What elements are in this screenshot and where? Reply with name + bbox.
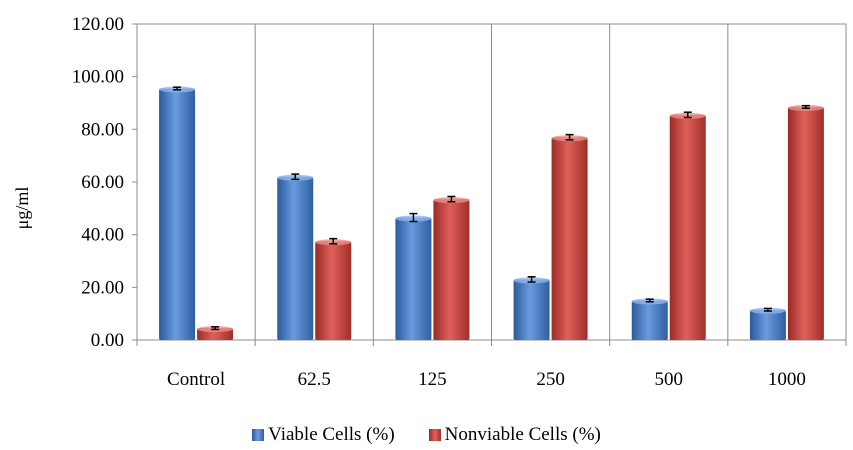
y-tick-label: 100.00 xyxy=(72,67,124,88)
y-tick-label: 0.00 xyxy=(91,330,124,351)
bar-nonviable xyxy=(670,115,706,340)
legend-item-viable: Viable Cells (%) xyxy=(252,424,395,446)
y-tick-label: 120.00 xyxy=(72,14,124,35)
bar-nonviable xyxy=(315,241,351,340)
x-tick-label: 500 xyxy=(655,369,684,390)
legend-swatch-viable xyxy=(252,429,264,441)
bar-viable xyxy=(514,279,550,340)
x-tick-label: 250 xyxy=(536,369,565,390)
plot-frame xyxy=(137,24,846,340)
bar-viable xyxy=(632,301,668,341)
bar-nonviable xyxy=(433,199,469,340)
bar-viable xyxy=(750,310,786,340)
y-tick-label: 40.00 xyxy=(81,225,124,246)
y-axis-title: μg/ml xyxy=(12,187,32,230)
bar-viable xyxy=(159,89,195,340)
x-tick-label: 1000 xyxy=(768,369,806,390)
y-tick-label: 20.00 xyxy=(81,277,124,298)
x-tick-label: Control xyxy=(167,369,225,390)
y-tick-label: 80.00 xyxy=(81,119,124,140)
x-tick-label: 125 xyxy=(418,369,447,390)
x-tick-label: 62.5 xyxy=(298,369,331,390)
legend: Viable Cells (%) Nonviable Cells (%) xyxy=(0,424,853,446)
x-axis-ticks: Control 62.5 125 250 500 1000 xyxy=(137,340,846,390)
y-axis-ticks: 0.00 20.00 40.00 60.00 80.00 100.00 120.00 xyxy=(72,14,137,351)
bar-nonviable xyxy=(788,107,824,340)
bar-viable xyxy=(277,177,313,340)
legend-swatch-nonviable xyxy=(429,429,441,441)
y-tick-label: 60.00 xyxy=(81,172,124,193)
legend-label-viable: Viable Cells (%) xyxy=(268,424,395,446)
bar-nonviable xyxy=(552,137,588,340)
legend-label-nonviable: Nonviable Cells (%) xyxy=(445,424,601,446)
bar-viable xyxy=(395,218,431,340)
legend-item-nonviable: Nonviable Cells (%) xyxy=(429,424,601,446)
